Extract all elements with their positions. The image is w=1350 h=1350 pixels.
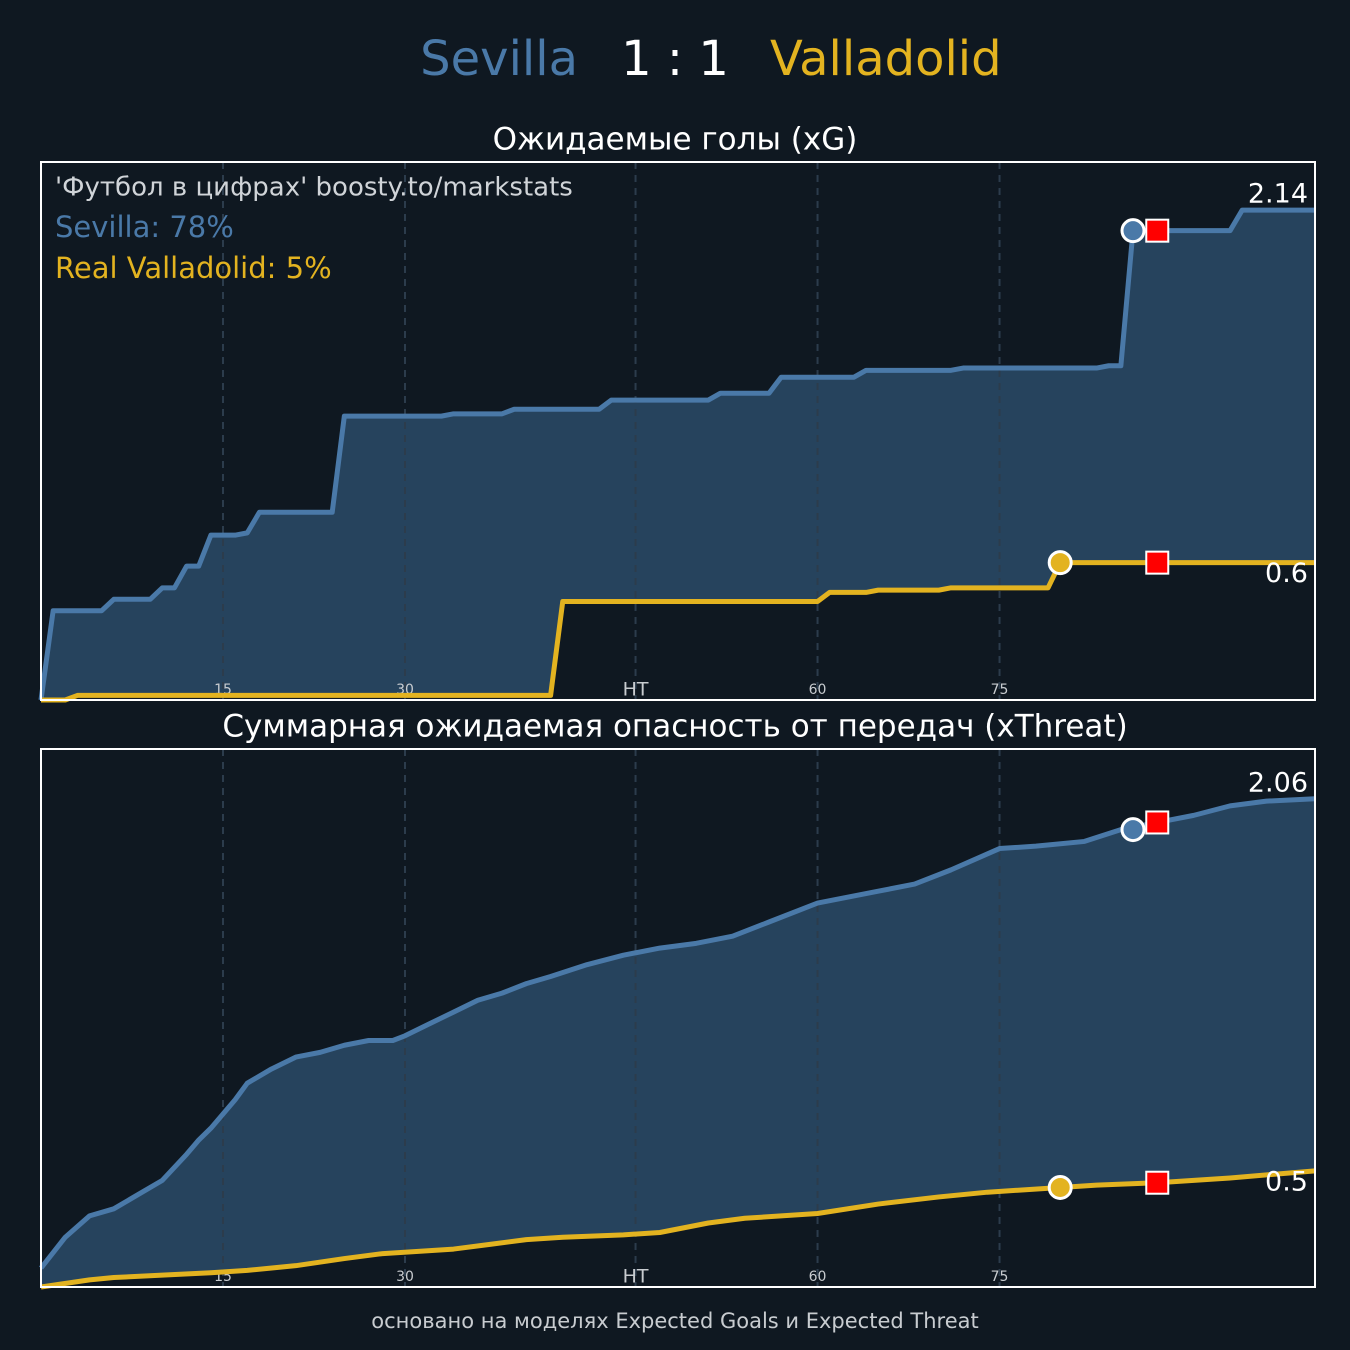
end-label: 2.06 <box>1248 767 1308 798</box>
x-tick-label: 60 <box>809 1269 827 1285</box>
chart-title: Суммарная ожидаемая опасность от передач… <box>222 709 1127 745</box>
area-between <box>41 210 1315 700</box>
series-line <box>38 207 1315 701</box>
end-label: 0.5 <box>1265 1166 1308 1197</box>
goal-marker <box>1120 218 1146 244</box>
area-between <box>41 798 1315 1287</box>
x-tick-label: 60 <box>809 682 827 698</box>
annotation: 'Футбол в цифрах' boosty.to/markstats <box>55 173 573 203</box>
red-card-marker <box>1145 1170 1170 1195</box>
score: 1 : 1 <box>621 31 729 87</box>
annotation: Real Valladolid: 5% <box>55 251 332 285</box>
home-team: Sevilla <box>420 31 578 87</box>
goal-marker <box>1047 1174 1073 1200</box>
series-line <box>41 560 1315 703</box>
red-card-marker <box>1145 218 1170 243</box>
x-tick-label: HT <box>623 679 649 701</box>
end-label: 2.14 <box>1248 179 1308 210</box>
chart-title: Ожидаемые голы (xG) <box>493 122 858 158</box>
series-line <box>39 796 1316 1270</box>
x-tick-label: 75 <box>991 1269 1009 1285</box>
goal-marker <box>1047 550 1073 576</box>
red-card-marker <box>1145 810 1170 835</box>
annotation: Sevilla: 78% <box>55 210 234 244</box>
x-tick-label: 30 <box>396 1269 414 1285</box>
end-label: 0.6 <box>1265 558 1308 589</box>
footer: основано на моделях Expected Goals и Exp… <box>371 1309 978 1333</box>
series-line <box>40 1168 1316 1290</box>
red-card-marker <box>1145 550 1170 575</box>
goal-marker <box>1120 817 1146 843</box>
x-tick-label: HT <box>623 1266 649 1288</box>
panel-border <box>40 748 1316 1288</box>
x-tick-label: 75 <box>991 682 1009 698</box>
away-team: Valladolid <box>770 31 1002 87</box>
panel-border <box>40 161 1316 701</box>
